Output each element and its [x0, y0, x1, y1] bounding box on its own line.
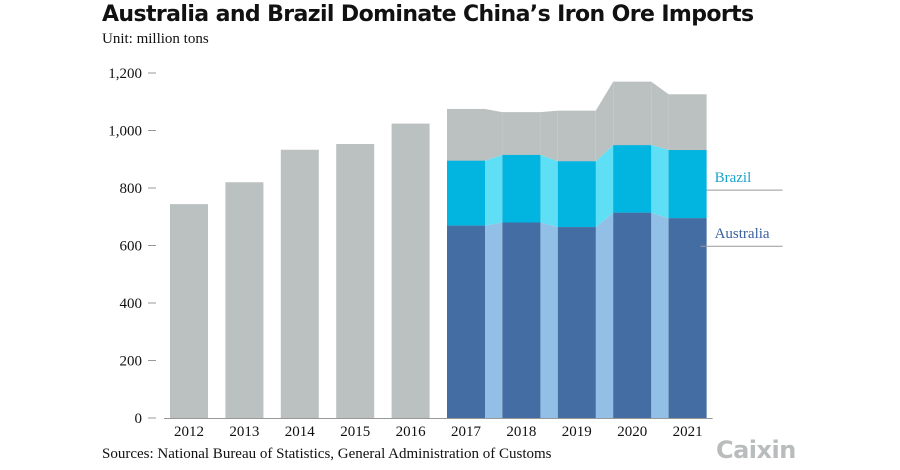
bar-australia-2018 — [502, 222, 541, 418]
brazil-band — [595, 145, 614, 228]
australia-band — [595, 212, 614, 418]
australia-band — [540, 222, 558, 418]
bar-australia-2020 — [613, 212, 652, 418]
bar-brazil-2021 — [668, 150, 707, 219]
bar-total-2012 — [170, 204, 208, 418]
bar-australia-2017 — [447, 225, 485, 418]
bar-total-2016 — [391, 123, 430, 418]
australia-band — [485, 222, 503, 418]
other-band — [540, 110, 558, 162]
y-tick-label: 0 — [135, 411, 143, 427]
x-tick-label: 2017 — [451, 424, 482, 440]
x-tick-label: 2014 — [285, 424, 316, 440]
y-tick-label: 800 — [120, 181, 143, 197]
brazil-band — [485, 154, 503, 226]
other-band — [595, 81, 614, 162]
source-note: Sources: National Bureau of Statistics, … — [102, 446, 552, 462]
bar-total-2014 — [280, 149, 319, 418]
bar-brazil-2019 — [557, 161, 596, 228]
bar-brazil-2017 — [447, 160, 485, 226]
bar-brazil-2018 — [502, 154, 541, 223]
bar-australia-2019 — [557, 227, 596, 418]
bar-brazil-2020 — [613, 145, 652, 213]
australia-band — [651, 212, 669, 418]
bar-total-2013 — [225, 182, 264, 418]
x-tick-label: 2020 — [617, 424, 647, 440]
other-band — [651, 81, 669, 151]
brazil-band — [651, 145, 669, 219]
y-tick-label: 200 — [120, 354, 143, 370]
y-tick-label: 1,200 — [108, 66, 142, 82]
chart-subtitle: Unit: million tons — [102, 31, 209, 47]
other-band — [485, 108, 503, 161]
brazil-band — [540, 154, 558, 228]
x-tick-label: 2015 — [340, 424, 370, 440]
iron-ore-chart: 0 200 400 600 800 1,000 1,200 2012 2013 2014 2015… — [108, 66, 783, 440]
australia-legend-label: Australia — [715, 226, 770, 242]
bar-total-2015 — [336, 144, 375, 418]
x-tick-label: 2018 — [506, 424, 536, 440]
y-tick-label: 400 — [120, 296, 143, 312]
x-tick-label: 2013 — [229, 424, 259, 440]
x-tick-label: 2016 — [396, 424, 427, 440]
x-tick-label: 2019 — [562, 424, 592, 440]
brazil-legend-label: Brazil — [715, 170, 752, 186]
y-tick-label: 1,000 — [108, 124, 142, 140]
x-tick-label: 2021 — [673, 424, 703, 440]
caixin-logo: Caixin — [716, 436, 796, 464]
x-tick-label: 2012 — [174, 424, 204, 440]
y-tick-label: 600 — [120, 239, 143, 255]
bar-australia-2021 — [668, 218, 707, 418]
chart-title: Australia and Brazil Dominate China’s Ir… — [102, 2, 754, 27]
